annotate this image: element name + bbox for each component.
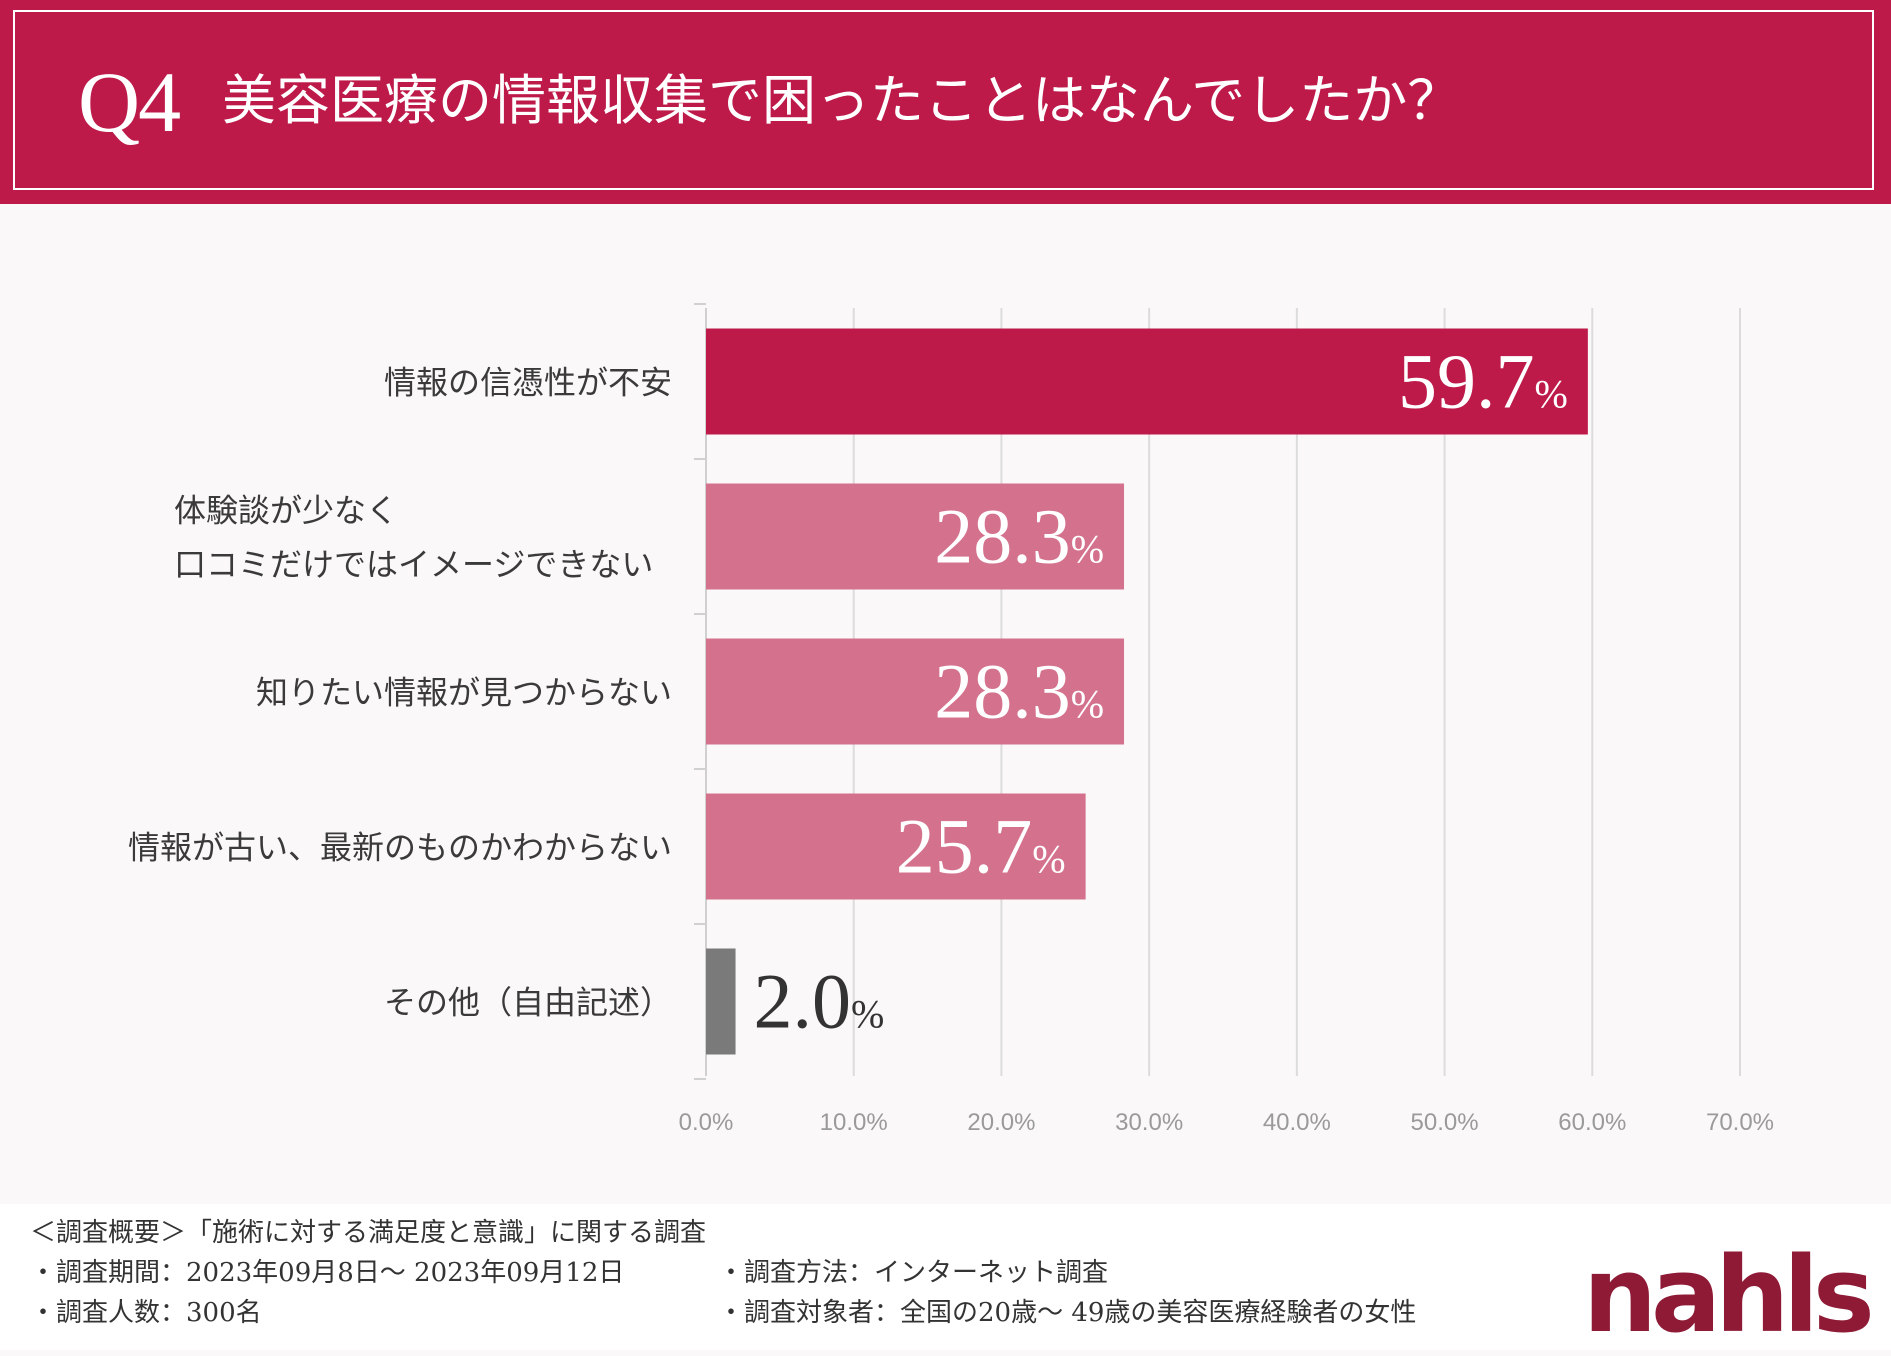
x-tick-label: 40.0% [1263, 1109, 1331, 1136]
bar [706, 948, 736, 1055]
category-label: 知りたい情報が見つからない [256, 674, 672, 712]
question-title: 美容医療の情報収集で困ったことはなんでしたか？ [222, 69, 1462, 132]
question-number: Q4 [78, 54, 181, 150]
category-label: 口コミだけではイメージできない [174, 546, 653, 584]
data-label: 28.3% [934, 493, 1104, 580]
bar [706, 328, 1588, 435]
bar [706, 793, 1086, 900]
survey-overview: ＜調査概要＞「施術に対する満足度と意識」に関する調査 [30, 1218, 707, 1248]
survey-count: ・調査人数：300名 [30, 1298, 262, 1328]
data-label: 2.0% [754, 958, 885, 1045]
category-label: 情報が古い、最新のものかわからない [128, 829, 672, 867]
x-tick-label: 0.0% [679, 1109, 734, 1136]
header-banner: Q4 美容医療の情報収集で困ったことはなんでしたか？ [0, 0, 1891, 204]
x-tick-label: 70.0% [1706, 1109, 1774, 1136]
category-label: その他（自由記述） [384, 984, 672, 1022]
survey-period: ・調査期間：2023年09月8日〜 2023年09月12日 [30, 1258, 625, 1288]
x-tick-label: 10.0% [820, 1109, 888, 1136]
footer: ＜調査概要＞「施術に対する満足度と意識」に関する調査 ・調査期間：2023年09… [0, 1204, 1891, 1350]
survey-method: ・調査方法：インターネット調査 [718, 1258, 1109, 1288]
bar-chart: 0.0% 10.0% 20.0% 30.0% 40.0% 50.0% 60.0% 70.0% 情… [128, 303, 1774, 1136]
category-label: 情報の信憑性が不安 [384, 364, 672, 402]
bar [706, 638, 1125, 745]
nahls-logo: nahls [1583, 1234, 1875, 1356]
category-label: 体験談が少なく [174, 492, 398, 530]
bar [706, 483, 1125, 590]
data-label: 28.3% [934, 648, 1104, 735]
data-label: 59.7% [1398, 338, 1568, 425]
x-tick-label: 20.0% [967, 1109, 1035, 1136]
x-tick-label: 30.0% [1115, 1109, 1183, 1136]
data-label: 25.7% [896, 803, 1066, 890]
x-tick-label: 60.0% [1558, 1109, 1626, 1136]
survey-target: ・調査対象者：全国の20歳〜 49歳の美容医療経験者の女性 [718, 1298, 1417, 1328]
x-tick-label: 50.0% [1411, 1109, 1479, 1136]
header-frame [13, 10, 1874, 190]
